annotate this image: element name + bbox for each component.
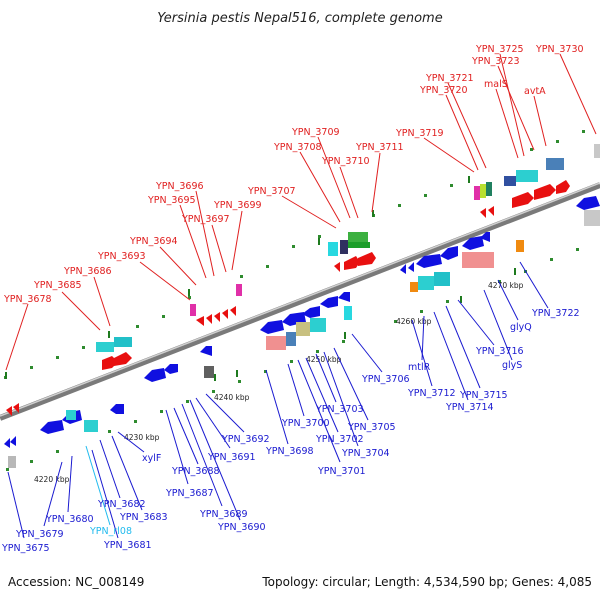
- track-dashes: [5, 176, 516, 381]
- accession-text: Accession: NC_008149: [8, 575, 144, 589]
- gene-label[interactable]: YPN_3693: [97, 251, 146, 262]
- gene-label[interactable]: glyQ: [510, 322, 532, 333]
- gene-label[interactable]: YPN_3683: [119, 512, 168, 523]
- gene-label[interactable]: xylF: [142, 453, 161, 464]
- forward-genes: [6, 180, 570, 416]
- kbp-tick: 4240 kbp: [214, 393, 250, 402]
- kbp-tick: 4260 kbp: [396, 317, 432, 326]
- gene-label[interactable]: YPN_3686: [63, 266, 112, 277]
- kbp-tick: 4230 kbp: [124, 433, 160, 442]
- gene-label[interactable]: YPN_3719: [395, 128, 444, 139]
- top-gene-labels: YPN_3678 YPN_3685 YPN_3686 YPN_3693 YPN_…: [3, 44, 584, 305]
- gene-label[interactable]: YPN_3689: [199, 509, 248, 520]
- gene-label[interactable]: YPN_3711: [355, 142, 404, 153]
- gene-label[interactable]: YPN_3691: [207, 452, 256, 463]
- gene-label[interactable]: YPN_3708: [273, 142, 322, 153]
- gene-label[interactable]: YPN_3710: [321, 156, 370, 167]
- gene-label[interactable]: mtlR: [408, 362, 431, 373]
- genome-stats-text: Topology: circular; Length: 4,534,590 bp…: [261, 575, 592, 589]
- reverse-genes: [4, 196, 600, 448]
- gene-label[interactable]: YPN_3699: [213, 200, 262, 211]
- gene-label[interactable]: YPN_3685: [33, 280, 82, 291]
- bottom-leader-lines: [7, 261, 549, 539]
- gene-label[interactable]: YPN_3720: [419, 85, 468, 96]
- gene-label[interactable]: YPN_3675: [1, 543, 50, 554]
- gene-label[interactable]: YPN_3692: [221, 434, 270, 445]
- gene-label[interactable]: glyS: [502, 360, 522, 371]
- gene-label[interactable]: YPN_3704: [341, 448, 390, 459]
- gene-label[interactable]: YPN_3723: [471, 56, 520, 67]
- gene-label[interactable]: YPN_rl08: [89, 526, 132, 537]
- kbp-ticks: 4220 kbp 4230 kbp 4240 kbp 4250 kbp 4260…: [34, 281, 524, 484]
- gene-label[interactable]: YPN_3716: [475, 346, 524, 357]
- map-title: Yersinia pestis Nepal516, complete genom…: [157, 11, 442, 26]
- gene-label[interactable]: YPN_3715: [459, 390, 508, 401]
- gene-label[interactable]: YPN_3706: [361, 374, 410, 385]
- gene-label[interactable]: YPN_3682: [97, 499, 146, 510]
- gene-label[interactable]: YPN_3690: [217, 522, 266, 533]
- gene-label[interactable]: YPN_3725: [475, 44, 524, 55]
- gene-label[interactable]: YPN_3700: [281, 418, 330, 429]
- gene-label[interactable]: YPN_3721: [425, 73, 474, 84]
- gene-label[interactable]: YPN_3707: [247, 186, 296, 197]
- bottom-gene-labels: YPN_3675 YPN_3679 YPN_3680 YPN_rl08 YPN_…: [1, 308, 580, 554]
- gene-label[interactable]: YPN_3695: [147, 195, 196, 206]
- gene-label[interactable]: YPN_3678: [3, 294, 52, 305]
- gene-label[interactable]: YPN_3701: [317, 466, 366, 477]
- gene-label[interactable]: YPN_3712: [407, 388, 456, 399]
- gene-label[interactable]: YPN_3714: [445, 402, 494, 413]
- kbp-tick: 4250 kbp: [306, 355, 342, 364]
- gene-label[interactable]: avtA: [524, 86, 546, 97]
- gene-label[interactable]: YPN_3681: [103, 540, 152, 551]
- track-dots: [4, 130, 585, 471]
- top-leader-lines: [5, 53, 597, 371]
- gene-label[interactable]: YPN_3694: [129, 236, 178, 247]
- gene-label[interactable]: YPN_3705: [347, 422, 396, 433]
- chromosome-backbone: [0, 182, 600, 421]
- gene-label[interactable]: YPN_3702: [315, 434, 364, 445]
- kbp-tick: 4220 kbp: [34, 475, 70, 484]
- gene-label[interactable]: YPN_3703: [315, 404, 364, 415]
- gene-label[interactable]: YPN_3709: [291, 127, 340, 138]
- gene-label[interactable]: YPN_3696: [155, 181, 204, 192]
- gene-label[interactable]: YPN_3698: [265, 446, 314, 457]
- gene-label[interactable]: YPN_3687: [165, 488, 214, 499]
- gene-label[interactable]: YPN_3679: [15, 529, 64, 540]
- gene-label[interactable]: YPN_3680: [45, 514, 94, 525]
- reverse-feature-boxes: [8, 210, 600, 468]
- gene-label[interactable]: YPN_3730: [535, 44, 584, 55]
- gene-label[interactable]: YPN_3697: [181, 214, 230, 225]
- gene-label[interactable]: YPN_3688: [171, 466, 220, 477]
- gene-label[interactable]: malS: [484, 79, 508, 90]
- kbp-tick: 4270 kbp: [488, 281, 524, 290]
- forward-feature-boxes: [96, 144, 600, 352]
- gene-label[interactable]: YPN_3722: [531, 308, 580, 319]
